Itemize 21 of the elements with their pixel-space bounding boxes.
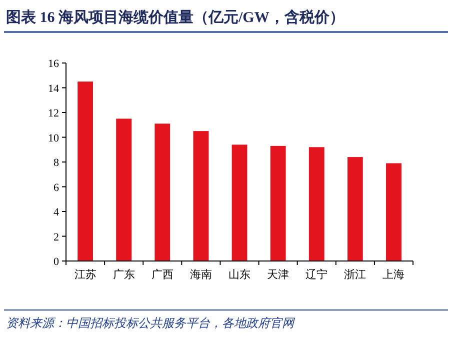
y-tick-label: 4	[54, 206, 60, 218]
plot: 0 2 4 6 8 10 12 14 16 江苏 广东 广西 海南 山东 天津 辽宁 浙江 上海	[48, 58, 414, 281]
x-tick-label: 海南	[190, 268, 212, 281]
y-tick-label: 12	[48, 108, 59, 120]
y-tick-label: 14	[48, 82, 60, 95]
y-tick-label: 0	[54, 256, 60, 268]
y-tick-label: 6	[54, 182, 60, 194]
x-tick-label: 浙江	[344, 268, 366, 281]
y-tick-label: 8	[54, 157, 60, 169]
x-tick-label: 江苏	[74, 268, 96, 281]
x-tick-label: 辽宁	[306, 268, 328, 281]
x-tick-label: 山东	[228, 268, 250, 281]
x-tick-label: 天津	[267, 268, 290, 281]
x-tick-label: 广东	[112, 268, 135, 281]
y-tick-label: 10	[48, 132, 60, 144]
y-tick-label: 2	[54, 231, 59, 244]
title: 图表 16 海风项目海缆价值量（亿元/GW，含税价）	[6, 10, 344, 26]
text: 资料来源：中国招标投标公共服务平台，各地政府官网	[6, 316, 296, 330]
y-tick-label: 16	[48, 58, 60, 70]
x-tick-label: 上海	[382, 268, 405, 281]
x-tick-label: 广西	[151, 268, 174, 281]
